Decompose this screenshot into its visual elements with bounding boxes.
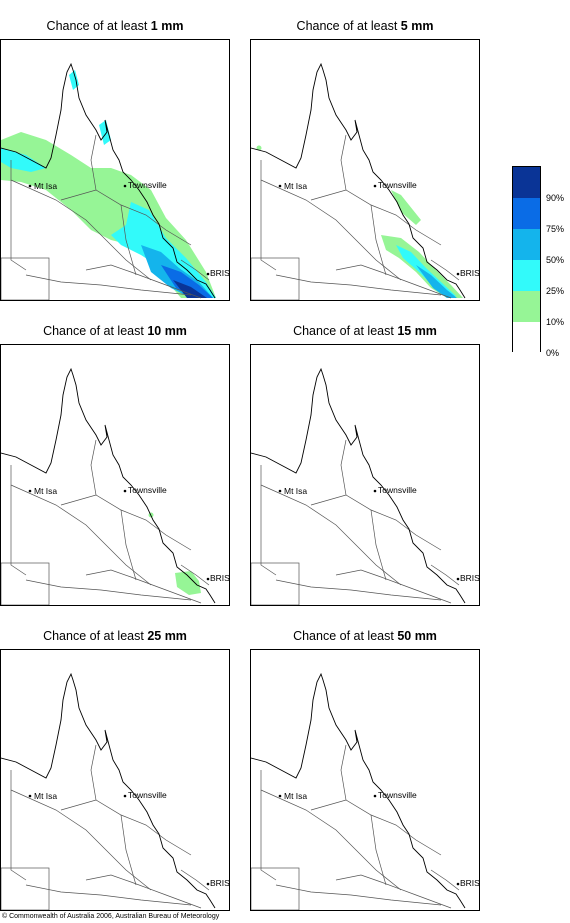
panel-title: Chance of at least 5 mm: [296, 19, 434, 33]
probability-map-1mm: Townsville Mt Isa BRIS: [0, 39, 230, 301]
coastline: [251, 367, 466, 604]
bris-label: BRIS: [460, 878, 480, 888]
boundary-lines: [260, 439, 460, 604]
map-graphic: [251, 672, 466, 910]
mt-isa-label: Mt Isa: [284, 791, 308, 801]
townsville-label: Townsville: [378, 790, 417, 800]
townsville-label: Townsville: [128, 485, 167, 495]
mt-isa-label: Mt Isa: [284, 486, 308, 496]
legend-swatch-90: [513, 167, 540, 198]
legend-color-bar: [512, 166, 541, 353]
map-graphic: [251, 367, 466, 605]
coastline: [251, 62, 466, 299]
panel-title: Chance of at least 1 mm: [46, 19, 184, 33]
probability-map-10mm: Townsville Mt Isa BRIS: [0, 344, 230, 606]
bris-label: BRIS: [210, 268, 230, 278]
inset-frame: [1, 257, 50, 300]
bris-label: BRIS: [210, 878, 230, 888]
bris-label: BRIS: [460, 268, 480, 278]
mt-isa-marker: [278, 489, 282, 493]
townsville-marker: [123, 184, 127, 188]
inset-frame: [251, 562, 300, 605]
townsville-label: Townsville: [378, 485, 417, 495]
inset-frame: [251, 867, 300, 910]
legend-label-0: 0%: [546, 348, 560, 358]
coastline: [1, 367, 216, 604]
legend-label-10: 10%: [546, 317, 565, 327]
legend-swatch-10: [513, 291, 540, 322]
bris-label: BRIS: [460, 573, 480, 583]
legend-swatch-0: [513, 322, 540, 353]
mt-isa-marker: [28, 794, 32, 798]
mt-isa-label: Mt Isa: [34, 486, 58, 496]
panel-title: Chance of at least 25 mm: [43, 629, 187, 643]
townsville-marker: [123, 794, 127, 798]
bris-label: BRIS: [210, 573, 230, 583]
townsville-marker: [373, 489, 377, 493]
probability-map-50mm: Townsville Mt Isa BRIS: [250, 649, 480, 911]
legend-label-75: 75%: [546, 224, 565, 234]
map-graphic: [1, 672, 216, 910]
mt-isa-marker: [278, 184, 282, 188]
boundary-lines: [260, 134, 460, 299]
legend-swatch-75: [513, 198, 540, 229]
probability-map-25mm: Townsville Mt Isa BRIS: [0, 649, 230, 911]
townsville-label: Townsville: [378, 180, 417, 190]
coastline: [1, 672, 216, 909]
bris-marker: [456, 577, 460, 581]
legend-swatch-50: [513, 229, 540, 260]
legend-swatch-25: [513, 260, 540, 291]
map-graphic: [251, 62, 466, 300]
map-graphic: [1, 367, 216, 605]
townsville-label: Townsville: [128, 180, 167, 190]
townsville-marker: [373, 794, 377, 798]
legend-label-90: 90%: [546, 193, 565, 203]
panel-title: Chance of at least 10 mm: [43, 324, 187, 338]
mt-isa-label: Mt Isa: [284, 181, 308, 191]
panel-title: Chance of at least 50 mm: [293, 629, 437, 643]
copyright-notice: © Commonwealth of Australia 2006, Austra…: [2, 913, 220, 920]
mt-isa-marker: [278, 794, 282, 798]
townsville-marker: [373, 184, 377, 188]
rain-probability-shading: [256, 145, 463, 298]
mt-isa-label: Mt Isa: [34, 181, 58, 191]
legend-label-25: 25%: [546, 286, 565, 296]
probability-legend: 90% 75% 50% 25% 10% 0%: [512, 166, 570, 358]
bris-marker: [206, 272, 210, 276]
probability-map-15mm: Townsville Mt Isa BRIS: [250, 344, 480, 606]
mt-isa-label: Mt Isa: [34, 791, 58, 801]
probability-map-5mm: Townsville Mt Isa BRIS: [250, 39, 480, 301]
bris-marker: [206, 577, 210, 581]
inset-frame: [1, 867, 50, 910]
inset-frame: [1, 562, 50, 605]
bris-marker: [456, 882, 460, 886]
bris-marker: [206, 882, 210, 886]
townsville-marker: [123, 489, 127, 493]
map-graphic: [1, 62, 216, 300]
mt-isa-marker: [28, 184, 32, 188]
panel-title: Chance of at least 15 mm: [293, 324, 437, 338]
townsville-label: Townsville: [128, 790, 167, 800]
boundary-lines: [260, 744, 460, 909]
rain-probability-shading: [1, 70, 216, 298]
bris-marker: [456, 272, 460, 276]
legend-label-50: 50%: [546, 255, 565, 265]
coastline: [1, 62, 216, 299]
boundary-lines: [10, 744, 210, 909]
coastline: [251, 672, 466, 909]
mt-isa-marker: [28, 489, 32, 493]
inset-frame: [251, 257, 300, 300]
